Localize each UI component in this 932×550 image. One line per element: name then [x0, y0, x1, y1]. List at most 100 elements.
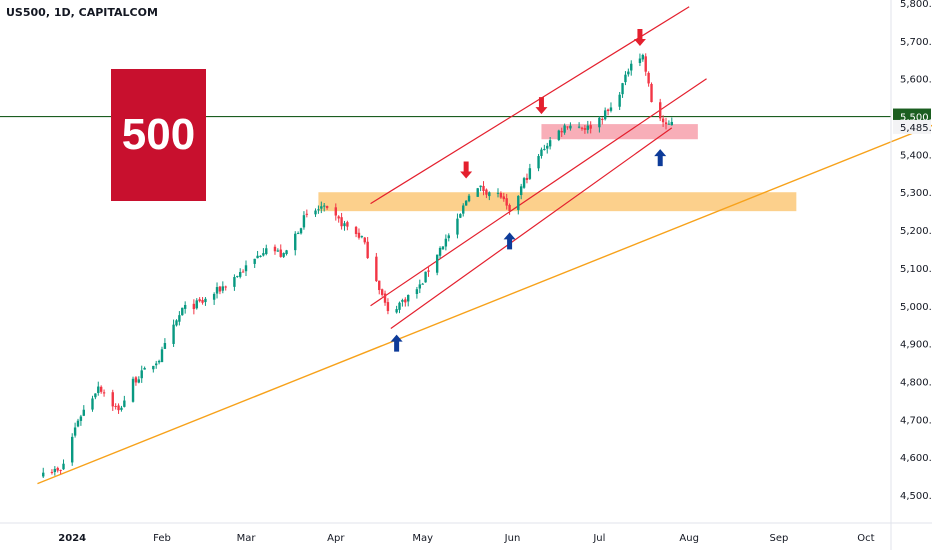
candle-body — [598, 117, 601, 128]
candle-body — [346, 222, 349, 227]
candle-body — [407, 294, 410, 302]
candle-body — [296, 233, 300, 235]
down-arrow-jul — [633, 29, 646, 47]
candle-body — [273, 246, 277, 252]
price-axis: 5,800.0 5,700.0 5,600.0 5,500.0 5,400.0 5,300… — [890, 0, 932, 550]
up-arrow-jul — [654, 149, 667, 167]
candle-body — [589, 125, 592, 129]
candle-body — [398, 302, 401, 310]
candle-body — [259, 255, 262, 257]
candle-body — [183, 304, 187, 309]
candle-body — [401, 299, 404, 302]
support-zone — [318, 192, 797, 212]
candle-body — [360, 236, 364, 238]
candle-body — [354, 226, 358, 234]
candle-body — [618, 94, 621, 107]
candle-body — [82, 409, 85, 416]
candle-body — [546, 145, 549, 149]
channel-lower — [390, 127, 673, 329]
down-arrow-may — [460, 161, 473, 179]
candle-body — [97, 386, 100, 393]
candle-body — [79, 416, 83, 421]
sp500-logo: 500 — [111, 69, 206, 201]
candle-body — [94, 393, 97, 398]
candle-body — [447, 235, 450, 239]
symbol-header: US500, 1D, CAPITALCOM — [6, 6, 158, 19]
candle-body — [262, 253, 265, 256]
candle-body — [624, 74, 627, 83]
candle-body — [522, 178, 526, 188]
candle-body — [334, 207, 337, 216]
candle-body — [175, 320, 178, 326]
candle-body — [601, 118, 604, 120]
candle-body — [123, 400, 126, 407]
candle-body — [569, 125, 572, 129]
candle-body — [114, 405, 117, 407]
candle-body — [630, 63, 633, 71]
candle-body — [73, 427, 77, 436]
candle-body — [282, 253, 285, 257]
candle-body — [424, 271, 427, 283]
candle-body — [256, 255, 259, 259]
candle-body — [577, 126, 581, 128]
candle-body — [198, 299, 201, 302]
candle-body — [670, 121, 673, 126]
price-tick-label: 5,400.0 — [900, 150, 932, 161]
candle-body — [366, 241, 369, 259]
candle-body — [661, 118, 665, 123]
candle-body — [131, 378, 135, 402]
candle-body — [215, 287, 219, 294]
candle-body — [71, 436, 74, 463]
channel-middle — [370, 78, 707, 307]
candle-body — [102, 392, 106, 394]
candle-body — [340, 217, 343, 227]
last-price-label: 5,485.7 — [900, 123, 932, 134]
price-tick-label: 5,300.0 — [900, 188, 932, 199]
candle-body — [502, 196, 505, 200]
candle-body — [415, 289, 419, 295]
time-tick-label: Feb — [153, 533, 171, 544]
candle-body — [641, 54, 645, 60]
candle-body — [560, 131, 563, 133]
candle-body — [464, 200, 468, 206]
candle-body — [519, 186, 523, 196]
candle-body — [540, 149, 543, 156]
candle-body — [557, 130, 561, 140]
candle-body — [317, 209, 320, 211]
price-tick-label: 5,000.0 — [900, 302, 932, 313]
candle-body — [276, 250, 280, 252]
time-tick-label: Mar — [237, 533, 257, 544]
time-tick-label: Jul — [592, 533, 605, 544]
price-tick-label: 5,200.0 — [900, 226, 932, 237]
candle-body — [218, 286, 222, 292]
candle-body — [441, 246, 445, 250]
candle-body — [357, 232, 361, 238]
candle-body — [378, 280, 381, 291]
candle-body — [482, 185, 485, 192]
level-price-badge — [893, 108, 931, 124]
price-tick-label: 5,600.0 — [900, 75, 932, 86]
candle-body — [603, 110, 607, 120]
price-tick-label: 4,600.0 — [900, 453, 932, 464]
candle-body — [337, 216, 340, 219]
candle-body — [160, 349, 164, 363]
candle-body — [496, 192, 500, 194]
candle-body — [120, 407, 123, 410]
resistance-zone — [541, 124, 698, 140]
candle-body — [204, 298, 207, 303]
candle-body — [537, 156, 540, 169]
candle-body — [375, 256, 378, 282]
candle-body — [99, 386, 103, 392]
candle-body — [563, 125, 566, 133]
candle-body — [91, 398, 94, 410]
candle-body — [285, 250, 288, 255]
trend-line — [37, 124, 932, 485]
candle-body — [667, 123, 671, 125]
candle-body — [517, 195, 520, 210]
candle-body — [181, 307, 184, 316]
down-arrow-jun — [535, 97, 548, 115]
candle-body — [459, 214, 462, 218]
price-tick-label: 4,700.0 — [900, 415, 932, 426]
candle-body — [201, 299, 204, 303]
